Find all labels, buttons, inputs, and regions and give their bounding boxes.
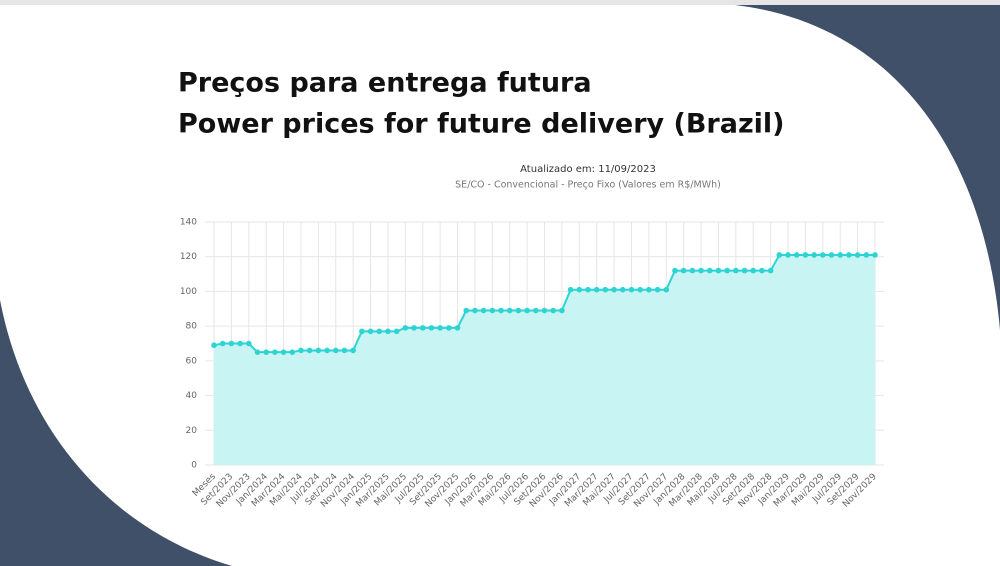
point bbox=[811, 252, 817, 258]
point bbox=[315, 347, 322, 354]
window-edge bbox=[0, 0, 1000, 5]
point bbox=[672, 267, 678, 274]
point bbox=[680, 267, 687, 274]
y-tick-label: 20 bbox=[186, 426, 198, 436]
y-tick-label: 40 bbox=[186, 391, 198, 401]
y-tick-label: 140 bbox=[180, 218, 197, 228]
point bbox=[593, 286, 600, 293]
point bbox=[646, 286, 652, 293]
point bbox=[837, 252, 844, 258]
point bbox=[376, 328, 383, 335]
point bbox=[767, 267, 774, 274]
point bbox=[846, 252, 852, 258]
point bbox=[759, 267, 765, 274]
point bbox=[689, 267, 696, 274]
slide-title: Preços para entrega futura bbox=[178, 68, 592, 99]
point bbox=[367, 328, 374, 335]
point bbox=[576, 286, 583, 293]
point bbox=[854, 252, 861, 258]
point bbox=[733, 267, 739, 274]
point bbox=[263, 349, 269, 355]
y-tick-label: 100 bbox=[180, 287, 197, 297]
point bbox=[306, 347, 313, 354]
point bbox=[428, 325, 435, 331]
y-tick-label: 120 bbox=[180, 252, 197, 262]
point bbox=[454, 325, 461, 331]
point bbox=[619, 286, 626, 293]
point bbox=[785, 252, 791, 258]
point bbox=[715, 267, 722, 274]
point bbox=[324, 347, 330, 354]
point bbox=[698, 267, 704, 274]
point bbox=[419, 325, 426, 331]
point bbox=[706, 267, 713, 274]
point bbox=[550, 307, 556, 314]
point bbox=[863, 252, 870, 258]
point bbox=[663, 286, 670, 293]
point bbox=[402, 325, 409, 331]
point bbox=[437, 325, 443, 331]
point bbox=[446, 325, 452, 331]
point bbox=[637, 286, 643, 293]
point bbox=[872, 252, 878, 258]
point bbox=[332, 347, 339, 354]
point bbox=[654, 286, 661, 293]
point bbox=[602, 286, 609, 293]
point bbox=[611, 286, 617, 293]
point bbox=[506, 307, 513, 314]
point bbox=[211, 342, 217, 349]
point bbox=[750, 267, 757, 274]
point bbox=[567, 286, 574, 293]
chart-subtitle: SE/CO - Convencional - Preço Fixo (Valor… bbox=[455, 180, 721, 191]
area bbox=[214, 254, 875, 465]
point bbox=[350, 347, 356, 354]
point bbox=[489, 307, 496, 314]
point bbox=[393, 328, 400, 335]
point bbox=[828, 252, 835, 258]
point bbox=[533, 307, 539, 314]
point bbox=[741, 267, 748, 274]
point bbox=[341, 347, 348, 354]
point bbox=[385, 328, 391, 335]
y-tick-label: 60 bbox=[186, 356, 198, 366]
point bbox=[411, 325, 417, 331]
point bbox=[524, 307, 530, 314]
point bbox=[472, 307, 478, 314]
point bbox=[272, 349, 278, 355]
point bbox=[498, 307, 504, 314]
point bbox=[820, 252, 826, 258]
point bbox=[724, 267, 730, 274]
point bbox=[515, 307, 522, 314]
point bbox=[802, 252, 809, 258]
point bbox=[359, 328, 365, 335]
point bbox=[245, 340, 252, 347]
point bbox=[585, 286, 591, 293]
point bbox=[254, 349, 261, 355]
point bbox=[463, 307, 470, 314]
chart-subtitle: Atualizado em: 11/09/2023 bbox=[520, 164, 656, 175]
point bbox=[628, 286, 635, 293]
point bbox=[219, 340, 226, 347]
y-tick-label: 80 bbox=[186, 322, 198, 332]
point bbox=[776, 252, 783, 258]
point bbox=[237, 340, 243, 347]
point bbox=[289, 349, 296, 355]
point bbox=[228, 340, 235, 347]
point bbox=[280, 349, 287, 355]
point bbox=[793, 252, 800, 258]
slide-title: Power prices for future delivery (Brazil… bbox=[178, 109, 785, 140]
y-tick-label: 0 bbox=[191, 461, 197, 471]
point bbox=[480, 307, 487, 314]
point bbox=[298, 347, 304, 354]
point bbox=[541, 307, 548, 314]
point bbox=[559, 307, 565, 314]
